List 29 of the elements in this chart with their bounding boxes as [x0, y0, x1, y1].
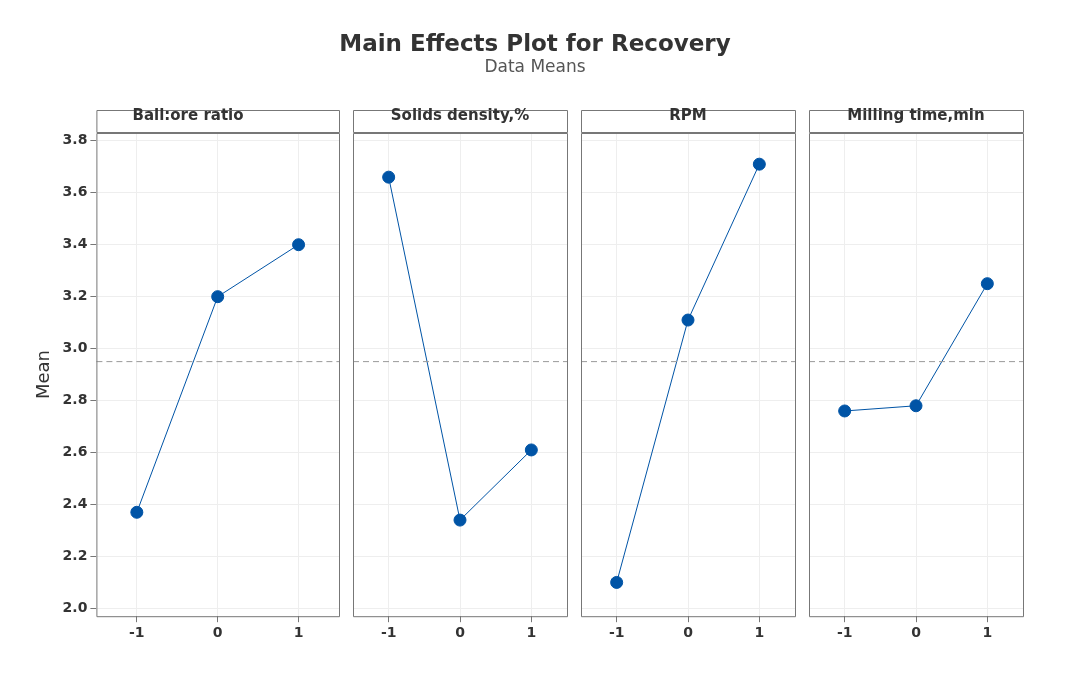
y-tick-label: 2.4: [62, 495, 88, 512]
x-tick-label: 1: [293, 624, 304, 641]
x-tick-label: 1: [526, 624, 537, 641]
y-tick-label: 3.6: [62, 183, 88, 200]
x-tick-label: 0: [212, 624, 223, 641]
chart-title: Ball:ore ratio: [132, 105, 244, 124]
y-tick-label: 3.2: [62, 287, 88, 304]
text: Data Means: [483, 56, 587, 76]
text: Main Effects Plot for Recovery: [338, 30, 732, 56]
x-tick-label: -1: [129, 624, 145, 641]
x-tick-label: 1: [982, 624, 993, 641]
x-tick-label: 0: [683, 624, 694, 641]
y-tick-label: 2.8: [62, 391, 88, 408]
y-tick-label: 2.0: [62, 599, 88, 616]
chart-title: Solids density,%: [390, 105, 530, 124]
y-axis-title: Mean: [32, 350, 54, 400]
chart-title: RPM: [669, 105, 707, 124]
x-tick-label: -1: [608, 624, 625, 641]
x-tick-label: 1: [754, 624, 765, 641]
x-tick-label: -1: [380, 624, 397, 641]
y-tick-label: 3.8: [62, 131, 88, 148]
x-tick-label: 0: [911, 624, 922, 641]
x-tick-label: 0: [455, 624, 466, 641]
y-tick-label: 3.4: [62, 235, 88, 252]
chart-title: Milling time,min: [847, 105, 985, 124]
y-tick-label: 2.2: [62, 547, 88, 564]
y-tick-label: 3.0: [62, 339, 88, 356]
x-tick-label: -1: [836, 624, 853, 641]
y-tick-label: 2.6: [62, 443, 88, 460]
